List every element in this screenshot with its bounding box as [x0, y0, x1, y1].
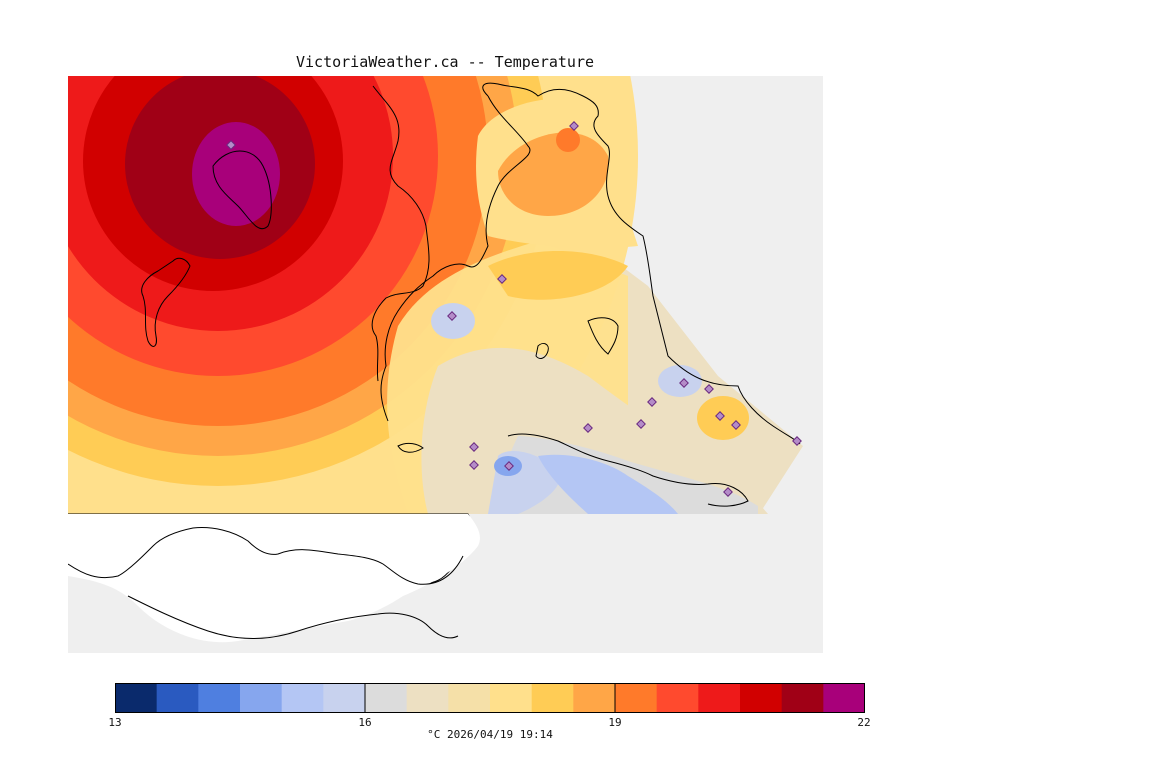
units-timestamp-caption: °C 2026/04/19 19:14: [427, 728, 553, 741]
station-marker[interactable]: [569, 121, 579, 131]
colorbar-swatch: [531, 683, 574, 713]
colorbar-tick-label: 16: [358, 716, 372, 729]
colorbar-swatch: [573, 683, 616, 713]
colorbar-svg: [115, 683, 866, 713]
colorbar-swatch: [823, 683, 866, 713]
colorbar-tick-label: 22: [857, 716, 871, 729]
colorbar-swatch: [198, 683, 241, 713]
weather-stations: [226, 121, 802, 497]
station-marker[interactable]: [723, 487, 733, 497]
station-marker[interactable]: [636, 419, 646, 429]
colorbar-swatch: [448, 683, 491, 713]
colorbar-swatch: [698, 683, 741, 713]
southern-land: [68, 514, 480, 643]
station-marker[interactable]: [447, 311, 457, 321]
colorbar-swatch: [115, 683, 158, 713]
coastlines: [141, 82, 801, 507]
station-marker[interactable]: [715, 411, 725, 421]
station-marker[interactable]: [583, 423, 593, 433]
colorbar-swatch: [156, 683, 199, 713]
colorbar-swatch: [281, 683, 324, 713]
station-marker[interactable]: [504, 461, 514, 471]
colorbar-swatch: [406, 683, 449, 713]
temperature-map[interactable]: [68, 76, 823, 653]
station-marker[interactable]: [469, 442, 479, 452]
colorbar-tick-label: 19: [608, 716, 622, 729]
colorbar-frame: [115, 683, 865, 713]
station-marker[interactable]: [704, 384, 714, 394]
map-svg: [68, 76, 823, 653]
colorbar-swatch: [490, 683, 533, 713]
colorbar-swatch: [781, 683, 824, 713]
temperature-colorbar: [115, 683, 866, 713]
temperature-field-east: [387, 98, 768, 514]
station-marker[interactable]: [679, 378, 689, 388]
colorbar-swatch: [740, 683, 783, 713]
station-marker[interactable]: [226, 140, 236, 150]
coastline-south: [68, 527, 464, 585]
colorbar-swatch: [365, 683, 408, 713]
coastline-strait: [127, 595, 459, 639]
colorbar-swatch: [656, 683, 699, 713]
colorbar-tick-label: 13: [108, 716, 122, 729]
colorbar-swatch: [615, 683, 658, 713]
station-marker[interactable]: [792, 436, 802, 446]
station-marker[interactable]: [497, 274, 507, 284]
station-marker[interactable]: [469, 460, 479, 470]
station-marker[interactable]: [731, 420, 741, 430]
station-marker[interactable]: [647, 397, 657, 407]
map-title: VictoriaWeather.ca -- Temperature: [295, 53, 594, 71]
colorbar-swatch: [323, 683, 366, 713]
colorbar-swatch: [240, 683, 283, 713]
